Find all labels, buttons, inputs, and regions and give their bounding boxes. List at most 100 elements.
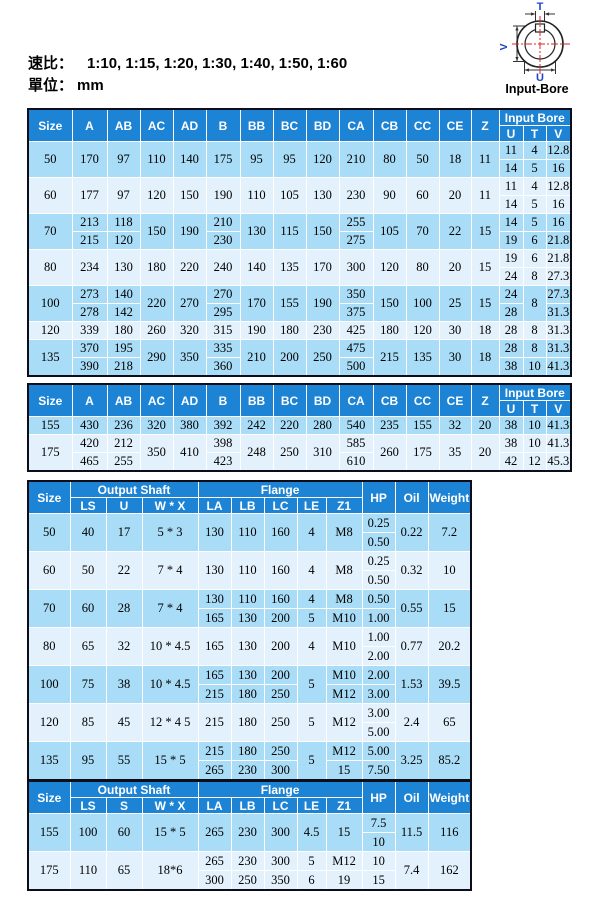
column-header: AC — [139, 383, 174, 417]
table-cell: 230 — [338, 177, 374, 214]
table-cell: 250 — [272, 434, 307, 472]
column-header: A — [71, 383, 108, 417]
table-cell: 16 — [545, 195, 572, 214]
table-cell: 38 — [498, 357, 524, 377]
table-cell: 465 — [71, 452, 108, 472]
column-header: Flange — [197, 780, 363, 798]
table-cell: 170 — [305, 249, 340, 286]
table-cell: 3.25 — [394, 741, 429, 781]
table-cell: 18*6 — [141, 851, 199, 891]
table-cell: 10 — [522, 357, 547, 377]
table-cell: 5 — [296, 851, 327, 871]
column-header: T — [522, 400, 547, 417]
table-cell: 235 — [372, 416, 407, 435]
table-cell: 200 — [272, 339, 307, 377]
table-cell: 15 * 5 — [141, 813, 199, 852]
table-cell: 31.3 — [545, 321, 572, 340]
column-header: BC — [272, 108, 307, 142]
table-cell: 242 — [239, 416, 274, 435]
table-cell: 0.50 — [361, 532, 396, 552]
column-header: HP — [361, 780, 396, 814]
table-cell: 155 — [27, 813, 71, 852]
unit-line: 單位： mm — [28, 74, 104, 95]
table-cell: 80 — [405, 249, 440, 286]
table-cell: 0.50 — [361, 570, 396, 590]
table-cell: 212 — [106, 434, 141, 453]
table-cell: 60 — [27, 177, 73, 214]
table-row: 70 60 28 7 * 4 130 110 160 4 M8 0.50 0.55 15 — [27, 589, 472, 628]
column-header: Z — [470, 108, 500, 142]
table-cell: 10 — [522, 434, 547, 453]
table-cell: 95 — [69, 741, 107, 781]
column-header: W * X — [141, 797, 199, 814]
table-cell: 15 — [470, 249, 500, 286]
table-cell: 50 — [405, 141, 440, 178]
table-cell: 218 — [106, 357, 141, 377]
table-row: 300 250 350 6 19 15 — [28, 870, 471, 891]
table-cell: 15 — [325, 813, 363, 852]
column-header: LE — [296, 797, 327, 814]
table-row: 175 110 65 18*6 265 230 300 5 M12 10 7.4 162 — [27, 851, 472, 891]
column-header: U — [498, 125, 524, 142]
table-cell: 0.55 — [394, 589, 429, 628]
column-header: CB — [372, 108, 407, 142]
table-cell: 220 — [272, 416, 307, 435]
table-cell: 5 — [296, 741, 327, 781]
column-header: Z — [470, 383, 500, 417]
table-row: 50 170 97 110 140 175 95 95 120 210 80 50 18 11 11 4 12.… — [27, 141, 572, 178]
table-cell: 175 — [405, 434, 440, 472]
column-header: LB — [230, 797, 265, 814]
table-row: 24 8 27.3 — [28, 267, 572, 286]
dim-label-v: V — [500, 43, 510, 51]
table-cell: 20 — [438, 177, 472, 214]
table-cell: 10 — [427, 551, 472, 590]
table-row: 60 50 22 7 * 4 130 110 160 4 M8 0.25 0.32 10 — [27, 551, 472, 590]
table-cell: M12 — [325, 703, 363, 742]
table-cell: 41.3 — [545, 357, 572, 377]
table-row: 100 75 38 10 * 4.5 165 130 200 5 M10 2.00 1.53 39.5 — [27, 665, 472, 704]
table-cell: 38 — [105, 665, 143, 704]
table-cell: 236 — [106, 416, 141, 435]
table-cell: 38 — [498, 434, 524, 453]
table-row: 175 420 212 350 410 398 248 250 310 585 260 175 35 20… — [27, 434, 572, 472]
table-cell: 80 — [27, 249, 73, 286]
table-cell: 19 — [498, 249, 524, 268]
table-cell: 420 — [71, 434, 108, 453]
table-cell: 35 — [438, 434, 472, 472]
column-header: B — [205, 383, 241, 417]
column-header: AD — [172, 108, 207, 142]
table-cell: M10 — [325, 665, 363, 685]
table-cell: 38 — [498, 416, 524, 435]
table-cell: 12 — [522, 452, 547, 472]
table-cell: 120 — [27, 321, 73, 340]
table-cell: 165 — [197, 608, 232, 628]
table-cell: 300 — [263, 851, 298, 871]
table-cell: 28 — [498, 339, 524, 358]
table-cell: 21.8 — [545, 231, 572, 250]
table-cell: 350 — [338, 285, 374, 304]
table-cell: 65 — [105, 851, 143, 891]
ratio-value: 1:10, 1:15, 1:20, 1:30, 1:40, 1:50, 1:60 — [87, 55, 348, 72]
table-cell: M8 — [325, 551, 363, 590]
table-cell: 110 — [239, 177, 274, 214]
table-cell: 5.00 — [361, 722, 396, 742]
column-header: LA — [197, 497, 232, 514]
table-cell: 130 — [239, 213, 274, 250]
table-cell: 39.5 — [427, 665, 472, 704]
table-cell: 7.5 — [361, 813, 396, 833]
column-header: Size — [27, 780, 71, 814]
table-cell: 100 — [69, 813, 107, 852]
table-cell: 12.8 — [545, 177, 572, 196]
table-cell: 5 — [522, 213, 547, 232]
table-cell: 250 — [305, 339, 340, 377]
table-cell: 275 — [338, 231, 374, 250]
column-header: BC — [272, 383, 307, 417]
table-cell: 335 — [205, 339, 241, 358]
table-row: 80 65 32 10 * 4.5 165 130 200 4 M10 1.00 0.77 20.2 — [27, 627, 472, 666]
table-cell: 175 — [27, 851, 71, 891]
table-cell: 360 — [205, 357, 241, 377]
table-cell: 180 — [106, 321, 141, 340]
table-cell: 260 — [372, 434, 407, 472]
table-cell: 7 * 4 — [141, 589, 199, 628]
table-cell: 5 — [296, 703, 327, 742]
